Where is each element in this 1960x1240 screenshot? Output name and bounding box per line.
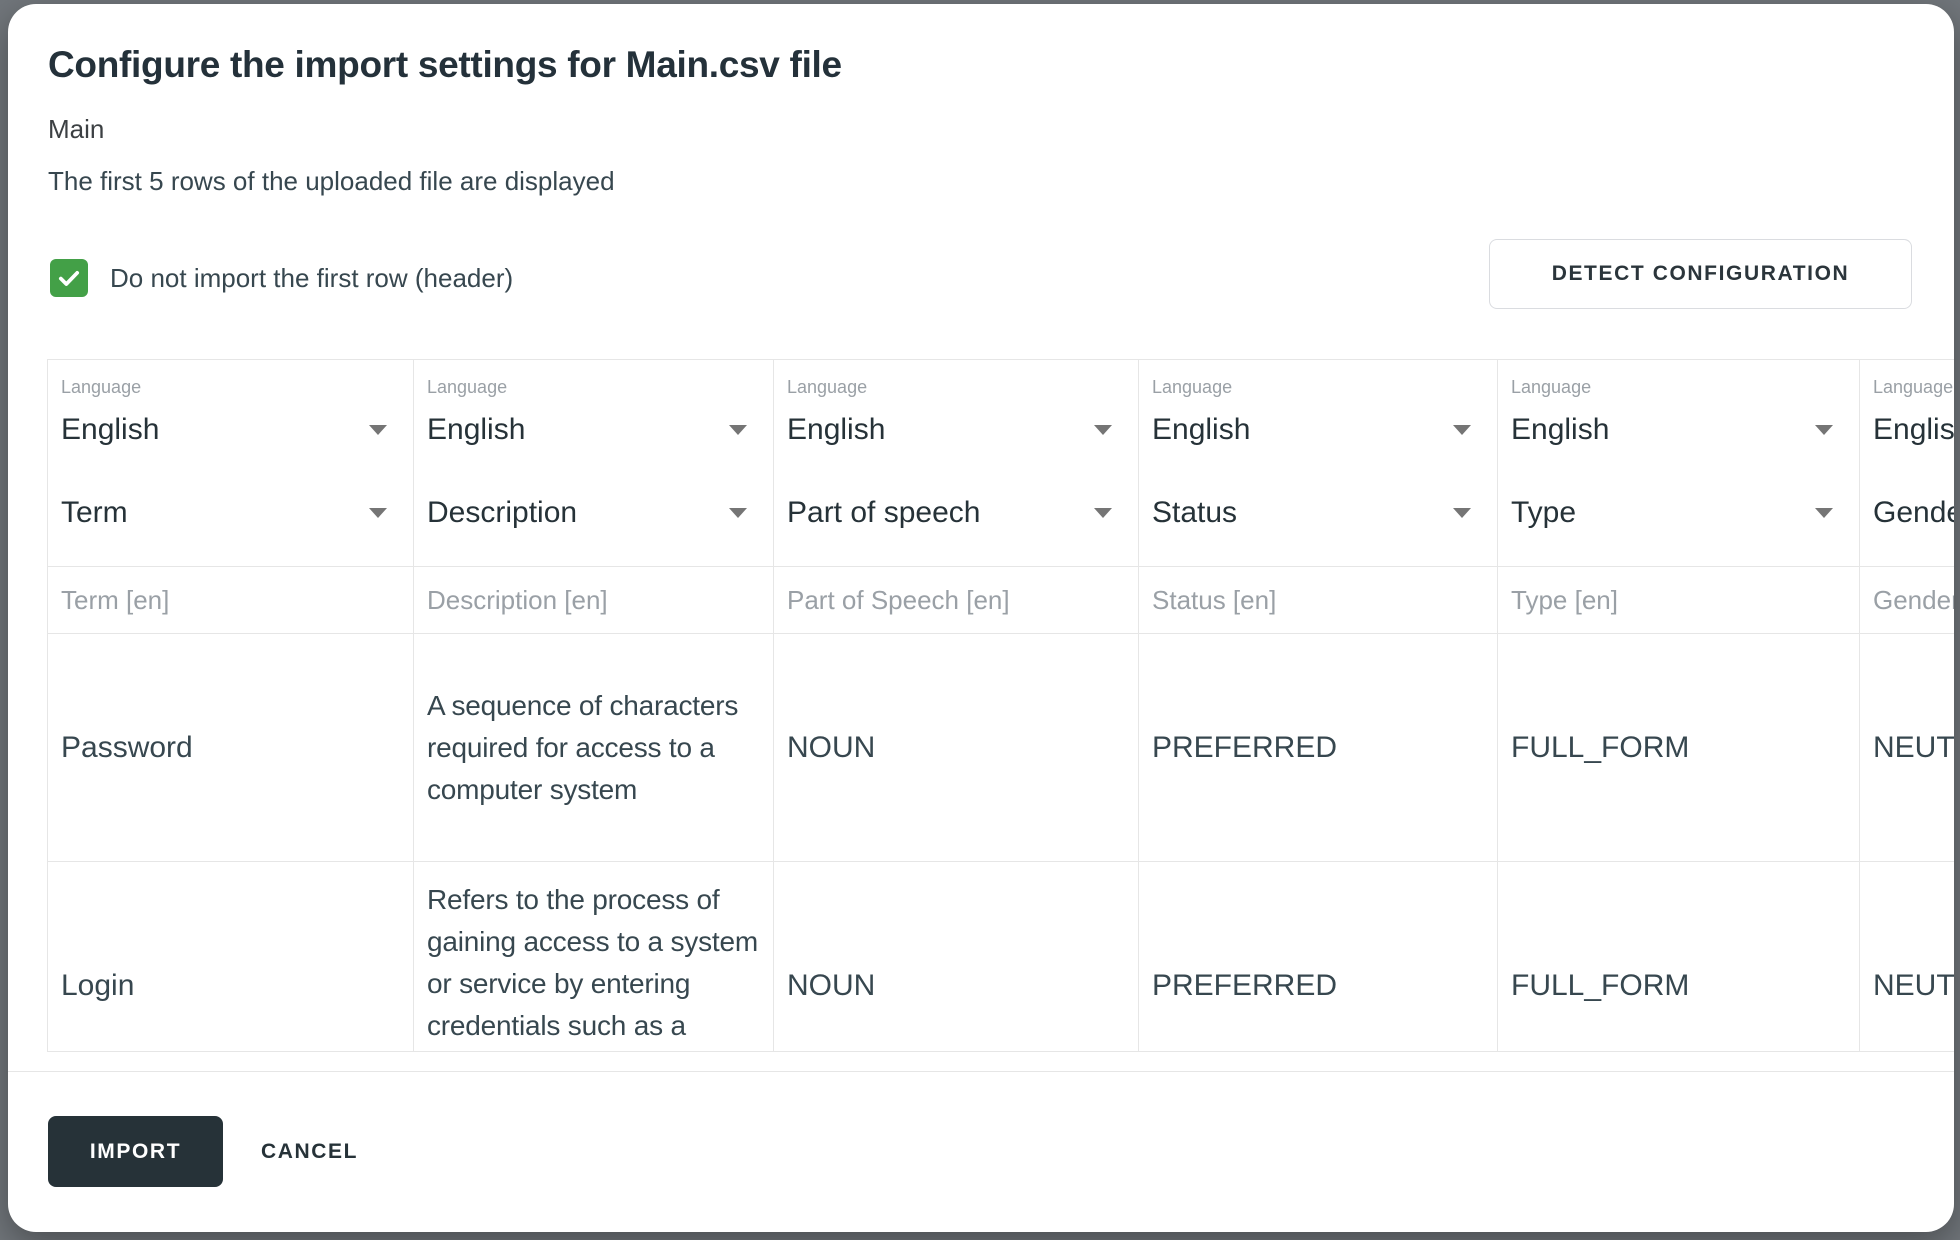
column-config-type: Language English Type bbox=[1498, 360, 1860, 567]
import-settings-dialog: Configure the import settings for Main.c… bbox=[8, 4, 1954, 1232]
chevron-down-icon bbox=[1453, 425, 1471, 435]
chevron-down-icon bbox=[369, 508, 387, 518]
skip-header-checkbox[interactable] bbox=[50, 259, 88, 297]
column-header: Status [en] bbox=[1139, 567, 1498, 634]
table-cell: NEUTRAL bbox=[1860, 862, 1954, 1051]
language-field-label: Language bbox=[1152, 377, 1233, 397]
field-select-value: Gender bbox=[1873, 496, 1954, 529]
language-field-label: Language bbox=[61, 377, 142, 397]
language-select[interactable]: English bbox=[1873, 408, 1954, 452]
table-cell: FULL_FORM bbox=[1498, 634, 1860, 862]
column-config-status: Language English Status bbox=[1139, 360, 1498, 567]
table-cell: PREFERRED bbox=[1139, 862, 1498, 1051]
footer-divider bbox=[8, 1071, 1954, 1072]
language-select-value: English bbox=[427, 413, 526, 446]
column-header: Description [en] bbox=[414, 567, 774, 634]
field-select-value: Type bbox=[1511, 496, 1577, 529]
chevron-down-icon bbox=[1094, 508, 1112, 518]
table-cell: Login bbox=[48, 862, 414, 1051]
chevron-down-icon bbox=[729, 425, 747, 435]
table-cell: NEUTRAL bbox=[1860, 634, 1954, 862]
table-cell: Refers to the process of gaining access … bbox=[414, 862, 774, 1051]
field-select-value: Description bbox=[427, 496, 578, 529]
column-header: Type [en] bbox=[1498, 567, 1860, 634]
table-cell: NOUN bbox=[774, 862, 1139, 1051]
cell-text: Login bbox=[61, 968, 135, 1002]
language-select-value: English bbox=[1511, 413, 1610, 446]
footer-actions: IMPORT CANCEL bbox=[48, 1116, 364, 1187]
language-field-label: Language bbox=[1511, 377, 1592, 397]
column-config-gender: Language English Gender bbox=[1860, 360, 1954, 567]
table-cell: NOUN bbox=[774, 634, 1139, 862]
column-header: Term [en] bbox=[48, 567, 414, 634]
detect-configuration-button[interactable]: DETECT CONFIGURATION bbox=[1489, 239, 1912, 309]
language-field-label: Language bbox=[427, 377, 508, 397]
cancel-button[interactable]: CANCEL bbox=[255, 1140, 364, 1164]
cell-text: Refers to the process of gaining access … bbox=[427, 884, 758, 1041]
field-select-value: Term bbox=[61, 496, 128, 529]
field-select[interactable]: Gender bbox=[1873, 491, 1954, 535]
chevron-down-icon bbox=[1815, 508, 1833, 518]
chevron-down-icon bbox=[1094, 425, 1112, 435]
import-button[interactable]: IMPORT bbox=[48, 1116, 223, 1187]
skip-header-checkbox-label: Do not import the first row (header) bbox=[110, 262, 514, 293]
language-select[interactable]: English bbox=[427, 408, 757, 452]
language-select[interactable]: English bbox=[1152, 408, 1481, 452]
language-select[interactable]: English bbox=[1511, 408, 1843, 452]
field-select-value: Status bbox=[1152, 496, 1238, 529]
column-config-part-of-speech: Language English Part of speech bbox=[774, 360, 1139, 567]
field-select-value: Part of speech bbox=[787, 496, 981, 529]
cell-text: NOUN bbox=[787, 968, 876, 1002]
language-field-label: Language bbox=[787, 377, 868, 397]
column-config-term: Language English Term bbox=[48, 360, 414, 567]
language-select[interactable]: English bbox=[787, 408, 1122, 452]
language-select-value: English bbox=[1152, 413, 1251, 446]
field-select[interactable]: Description bbox=[427, 491, 757, 535]
field-select[interactable]: Status bbox=[1152, 491, 1481, 535]
cell-text: FULL_FORM bbox=[1511, 968, 1690, 1002]
column-header: Gender [en] bbox=[1860, 567, 1954, 634]
chevron-down-icon bbox=[729, 508, 747, 518]
language-select-value: English bbox=[787, 413, 886, 446]
column-header: Part of Speech [en] bbox=[774, 567, 1139, 634]
cell-text: PREFERRED bbox=[1152, 968, 1338, 1002]
language-select-value: English bbox=[1873, 413, 1954, 446]
chevron-down-icon bbox=[369, 425, 387, 435]
preview-table-wrapper: Language English Term Language English D… bbox=[47, 359, 1954, 1052]
language-select[interactable]: English bbox=[61, 408, 397, 452]
language-field-label: Language bbox=[1873, 377, 1954, 397]
chevron-down-icon bbox=[1453, 508, 1471, 518]
table-cell: A sequence of characters required for ac… bbox=[414, 634, 774, 862]
column-config-description: Language English Description bbox=[414, 360, 774, 567]
table-cell: Password bbox=[48, 634, 414, 862]
cell-text: NEUTRAL bbox=[1873, 968, 1954, 1002]
dialog-title: Configure the import settings for Main.c… bbox=[48, 44, 842, 85]
preview-table: Language English Term Language English D… bbox=[48, 360, 1954, 1051]
chevron-down-icon bbox=[1815, 425, 1833, 435]
field-select[interactable]: Term bbox=[61, 491, 397, 535]
preview-info-text: The first 5 rows of the uploaded file ar… bbox=[48, 166, 615, 196]
table-cell: PREFERRED bbox=[1139, 634, 1498, 862]
file-name-label: Main bbox=[48, 114, 105, 144]
cell-text: A sequence of characters required for ac… bbox=[427, 689, 739, 805]
skip-header-row-control: Do not import the first row (header) bbox=[50, 258, 513, 298]
field-select[interactable]: Type bbox=[1511, 491, 1843, 535]
checkmark-icon bbox=[58, 271, 80, 286]
field-select[interactable]: Part of speech bbox=[787, 491, 1122, 535]
language-select-value: English bbox=[61, 413, 160, 446]
table-cell: FULL_FORM bbox=[1498, 862, 1860, 1051]
